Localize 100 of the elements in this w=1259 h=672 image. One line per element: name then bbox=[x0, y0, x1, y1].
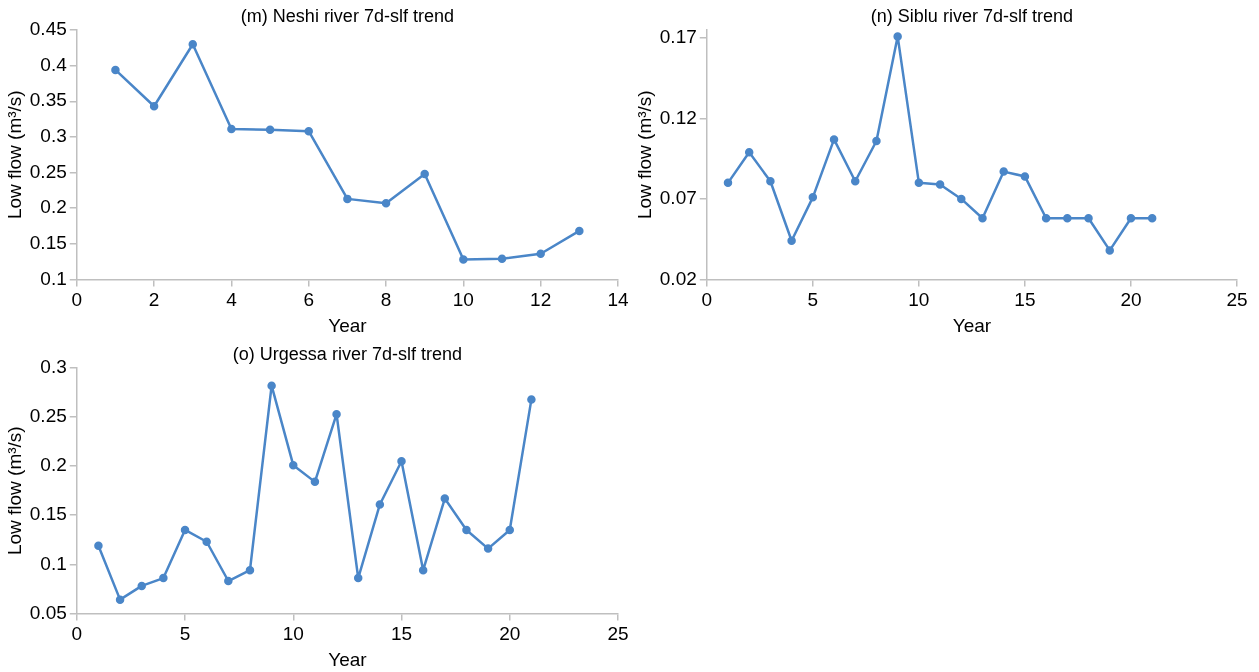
x-tick-label: 10 bbox=[282, 623, 304, 645]
x-tick-label: 5 bbox=[807, 289, 819, 311]
y-tick-label: 0.25 bbox=[29, 405, 67, 427]
x-tick-label: 2 bbox=[148, 289, 160, 311]
point bbox=[188, 40, 198, 49]
point bbox=[149, 102, 159, 111]
point bbox=[304, 126, 313, 136]
point bbox=[850, 177, 860, 186]
x-tick-label: 12 bbox=[530, 289, 552, 311]
point bbox=[978, 214, 987, 223]
y-tick-label: 0.45 bbox=[29, 18, 67, 40]
point bbox=[957, 194, 966, 204]
y-axis-title: Low flow (m³/s) bbox=[3, 426, 25, 556]
point bbox=[1126, 214, 1136, 223]
x-tick-label: 20 bbox=[499, 623, 521, 645]
y-tick-label: 0.3 bbox=[40, 125, 67, 147]
y-axis-title: Low flow (m³/s) bbox=[633, 90, 655, 220]
point bbox=[267, 381, 276, 390]
x-tick-label: 5 bbox=[179, 623, 191, 645]
y-tick-label: 0.15 bbox=[29, 232, 67, 254]
y-tick-label: 0.2 bbox=[40, 454, 67, 476]
chart-title: (m) Neshi river 7d-slf trend bbox=[240, 5, 454, 26]
y-tick-label: 0.35 bbox=[29, 89, 67, 111]
x-tick-label: 4 bbox=[226, 289, 238, 311]
point bbox=[462, 525, 471, 535]
y-tick-label: 0.17 bbox=[659, 26, 697, 48]
point bbox=[111, 65, 120, 75]
x-tick-label: 10 bbox=[908, 289, 930, 311]
x-tick-label: 25 bbox=[1226, 289, 1248, 311]
point bbox=[787, 236, 796, 246]
point bbox=[744, 148, 754, 157]
point bbox=[265, 125, 275, 135]
point bbox=[180, 525, 190, 535]
point bbox=[497, 254, 507, 263]
point bbox=[766, 177, 775, 186]
point bbox=[375, 500, 385, 509]
x-axis-title: Year bbox=[328, 314, 368, 336]
point bbox=[536, 249, 545, 258]
point bbox=[872, 136, 881, 146]
point bbox=[1084, 214, 1093, 223]
y-tick-label: 0.4 bbox=[40, 53, 68, 75]
point bbox=[343, 194, 352, 204]
point bbox=[999, 167, 1008, 176]
x-tick-label: 14 bbox=[607, 289, 629, 311]
x-axis-title: Year bbox=[328, 648, 368, 670]
y-tick-label: 0.05 bbox=[29, 601, 67, 623]
y-tick-label: 0.25 bbox=[29, 160, 67, 182]
x-tick-label: 20 bbox=[1120, 289, 1142, 311]
point bbox=[1147, 214, 1157, 223]
y-axis-title: Low flow (m³/s) bbox=[3, 90, 25, 220]
point bbox=[418, 565, 428, 575]
point bbox=[159, 573, 168, 583]
x-tick-label: 10 bbox=[452, 289, 474, 311]
y-tick-label: 0.15 bbox=[29, 503, 67, 525]
point bbox=[202, 537, 211, 546]
point bbox=[94, 541, 103, 550]
point bbox=[1105, 246, 1114, 255]
y-tick-label: 0.02 bbox=[659, 267, 697, 289]
point bbox=[224, 576, 233, 586]
point bbox=[527, 395, 536, 404]
point bbox=[723, 178, 733, 188]
y-tick-label: 0.2 bbox=[40, 196, 67, 218]
y-tick-label: 0.07 bbox=[659, 187, 697, 209]
point bbox=[893, 32, 902, 41]
x-tick-label: 6 bbox=[303, 289, 315, 311]
y-tick-label: 0.1 bbox=[40, 267, 67, 289]
point bbox=[137, 581, 146, 591]
chart-title: (o) Urgessa river 7d-slf trend bbox=[232, 343, 462, 364]
x-tick-label: 0 bbox=[71, 623, 83, 645]
point bbox=[914, 178, 924, 188]
point bbox=[808, 193, 818, 202]
y-tick-label: 0.12 bbox=[659, 106, 697, 128]
x-tick-label: 0 bbox=[71, 289, 83, 311]
y-tick-label: 0.1 bbox=[40, 552, 67, 574]
y-tick-label: 0.3 bbox=[40, 356, 67, 378]
point bbox=[483, 544, 493, 553]
point bbox=[245, 565, 255, 575]
x-tick-label: 0 bbox=[701, 289, 713, 311]
x-axis-title: Year bbox=[952, 314, 992, 336]
point bbox=[332, 409, 341, 419]
x-tick-label: 15 bbox=[390, 623, 413, 645]
point bbox=[505, 525, 515, 535]
point bbox=[829, 135, 839, 144]
point bbox=[289, 460, 298, 470]
x-tick-label: 25 bbox=[607, 623, 629, 645]
point bbox=[397, 457, 406, 466]
point bbox=[459, 255, 468, 264]
point bbox=[440, 494, 450, 503]
point bbox=[935, 180, 945, 189]
point bbox=[353, 573, 363, 583]
point bbox=[227, 124, 236, 134]
point bbox=[115, 595, 125, 604]
point bbox=[1063, 214, 1072, 223]
point bbox=[420, 169, 429, 179]
point bbox=[1020, 172, 1030, 181]
chart-title: (n) Siblu river 7d-slf trend bbox=[870, 5, 1073, 26]
x-tick-label: 8 bbox=[380, 289, 392, 311]
point bbox=[575, 226, 584, 236]
point bbox=[1041, 214, 1051, 223]
x-tick-label: 15 bbox=[1014, 289, 1036, 311]
